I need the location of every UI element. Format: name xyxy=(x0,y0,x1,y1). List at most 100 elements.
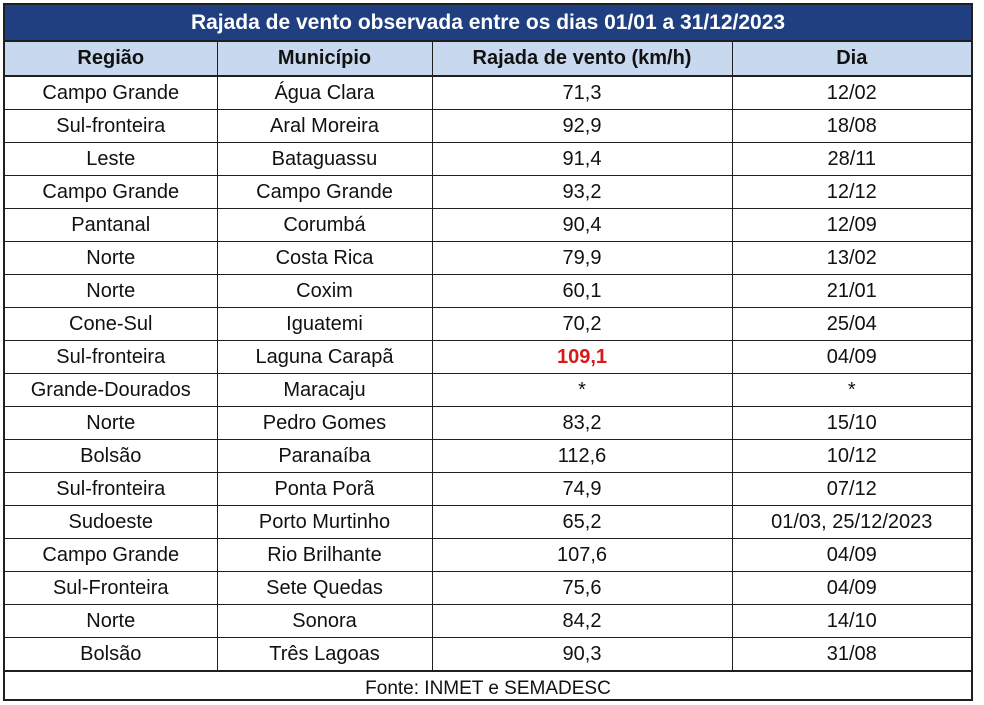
cell-rajada: 90,3 xyxy=(431,637,733,671)
cell-municipio: Corumbá xyxy=(216,208,433,242)
cell-regiao: Bolsão xyxy=(5,637,218,671)
cell-municipio: Costa Rica xyxy=(216,241,433,275)
cell-municipio: Porto Murtinho xyxy=(216,505,433,539)
cell-rajada: 75,6 xyxy=(431,571,733,605)
table-row: Sul-fronteira Aral Moreira 92,9 18/08 xyxy=(5,109,972,143)
cell-regiao: Norte xyxy=(5,241,218,275)
cell-municipio: Três Lagoas xyxy=(216,637,433,671)
cell-dia: 14/10 xyxy=(731,604,972,638)
header-rajada: Rajada de vento (km/h) xyxy=(431,40,733,77)
cell-municipio: Coxim xyxy=(216,274,433,308)
table-row: Sul-fronteira Laguna Carapã 109,1 04/09 xyxy=(5,340,972,374)
cell-regiao: Cone-Sul xyxy=(5,307,218,341)
cell-dia: 01/03, 25/12/2023 xyxy=(731,505,972,539)
cell-dia: 25/04 xyxy=(731,307,972,341)
cell-regiao: Bolsão xyxy=(5,439,218,473)
cell-regiao: Norte xyxy=(5,604,218,638)
cell-municipio: Laguna Carapã xyxy=(216,340,433,374)
cell-rajada: 109,1 xyxy=(431,340,733,374)
header-municipio: Município xyxy=(216,40,433,77)
cell-regiao: Sul-Fronteira xyxy=(5,571,218,605)
cell-municipio: Pedro Gomes xyxy=(216,406,433,440)
cell-regiao: Campo Grande xyxy=(5,538,218,572)
cell-municipio: Paranaíba xyxy=(216,439,433,473)
wind-gust-table-frame: Rajada de vento observada entre os dias … xyxy=(3,3,973,701)
cell-rajada: 107,6 xyxy=(431,538,733,572)
table-row: Sul-Fronteira Sete Quedas 75,6 04/09 xyxy=(5,571,972,605)
header-regiao: Região xyxy=(5,40,218,77)
cell-dia: 21/01 xyxy=(731,274,972,308)
cell-dia: 12/12 xyxy=(731,175,972,209)
table-body: Campo Grande Água Clara 71,3 12/02 Sul-front… xyxy=(5,75,972,671)
cell-municipio: Água Clara xyxy=(216,75,433,110)
cell-rajada: 112,6 xyxy=(431,439,733,473)
cell-dia: 28/11 xyxy=(731,142,972,176)
header-dia: Dia xyxy=(731,40,972,77)
cell-rajada: 91,4 xyxy=(431,142,733,176)
table-row: Campo Grande Campo Grande 93,2 12/12 xyxy=(5,175,972,209)
cell-rajada: 60,1 xyxy=(431,274,733,308)
table-row: Norte Sonora 84,2 14/10 xyxy=(5,604,972,638)
cell-dia: 15/10 xyxy=(731,406,972,440)
cell-dia: 10/12 xyxy=(731,439,972,473)
table-row: Sudoeste Porto Murtinho 65,2 01/03, 25/12/2… xyxy=(5,505,972,539)
cell-regiao: Sudoeste xyxy=(5,505,218,539)
cell-municipio: Rio Brilhante xyxy=(216,538,433,572)
cell-regiao: Sul-fronteira xyxy=(5,472,218,506)
cell-dia: 18/08 xyxy=(731,109,972,143)
cell-municipio: Aral Moreira xyxy=(216,109,433,143)
cell-regiao: Leste xyxy=(5,142,218,176)
cell-dia: 12/09 xyxy=(731,208,972,242)
column-header-row: Região Município Rajada de vento (km/h) … xyxy=(5,40,972,77)
cell-rajada: * xyxy=(431,373,733,407)
table-row: Bolsão Paranaíba 112,6 10/12 xyxy=(5,439,972,473)
table-row: Leste Bataguassu 91,4 28/11 xyxy=(5,142,972,176)
cell-regiao: Sul-fronteira xyxy=(5,109,218,143)
cell-dia: 13/02 xyxy=(731,241,972,275)
cell-municipio: Sete Quedas xyxy=(216,571,433,605)
cell-municipio: Sonora xyxy=(216,604,433,638)
cell-dia: 04/09 xyxy=(731,538,972,572)
cell-dia: 04/09 xyxy=(731,340,972,374)
table-row: Cone-Sul Iguatemi 70,2 25/04 xyxy=(5,307,972,341)
cell-rajada: 70,2 xyxy=(431,307,733,341)
cell-dia: 07/12 xyxy=(731,472,972,506)
table-title: Rajada de vento observada entre os dias … xyxy=(5,5,972,42)
cell-rajada: 71,3 xyxy=(431,75,733,110)
table-row: Norte Pedro Gomes 83,2 15/10 xyxy=(5,406,972,440)
table-title-row: Rajada de vento observada entre os dias … xyxy=(5,5,972,42)
cell-regiao: Norte xyxy=(5,406,218,440)
cell-dia: 04/09 xyxy=(731,571,972,605)
cell-municipio: Bataguassu xyxy=(216,142,433,176)
cell-regiao: Sul-fronteira xyxy=(5,340,218,374)
cell-rajada: 90,4 xyxy=(431,208,733,242)
cell-rajada: 84,2 xyxy=(431,604,733,638)
table-row: Norte Costa Rica 79,9 13/02 xyxy=(5,241,972,275)
wind-gust-table: Rajada de vento observada entre os dias … xyxy=(5,5,972,671)
cell-rajada: 65,2 xyxy=(431,505,733,539)
cell-regiao: Norte xyxy=(5,274,218,308)
cell-rajada: 74,9 xyxy=(431,472,733,506)
source-footer: Fonte: INMET e SEMADESC xyxy=(5,671,971,705)
cell-regiao: Campo Grande xyxy=(5,75,218,110)
cell-dia: 31/08 xyxy=(731,637,972,671)
cell-regiao: Pantanal xyxy=(5,208,218,242)
cell-municipio: Iguatemi xyxy=(216,307,433,341)
table-row: Campo Grande Água Clara 71,3 12/02 xyxy=(5,75,972,110)
cell-regiao: Campo Grande xyxy=(5,175,218,209)
cell-dia: * xyxy=(731,373,972,407)
cell-rajada: 93,2 xyxy=(431,175,733,209)
cell-municipio: Ponta Porã xyxy=(216,472,433,506)
cell-regiao: Grande-Dourados xyxy=(5,373,218,407)
table-row: Bolsão Três Lagoas 90,3 31/08 xyxy=(5,637,972,671)
cell-rajada: 92,9 xyxy=(431,109,733,143)
table-row: Pantanal Corumbá 90,4 12/09 xyxy=(5,208,972,242)
table-row: Norte Coxim 60,1 21/01 xyxy=(5,274,972,308)
cell-municipio: Maracaju xyxy=(216,373,433,407)
cell-rajada: 83,2 xyxy=(431,406,733,440)
table-row: Grande-Dourados Maracaju * * xyxy=(5,373,972,407)
table-row: Sul-fronteira Ponta Porã 74,9 07/12 xyxy=(5,472,972,506)
table-row: Campo Grande Rio Brilhante 107,6 04/09 xyxy=(5,538,972,572)
cell-municipio: Campo Grande xyxy=(216,175,433,209)
cell-dia: 12/02 xyxy=(731,75,972,110)
